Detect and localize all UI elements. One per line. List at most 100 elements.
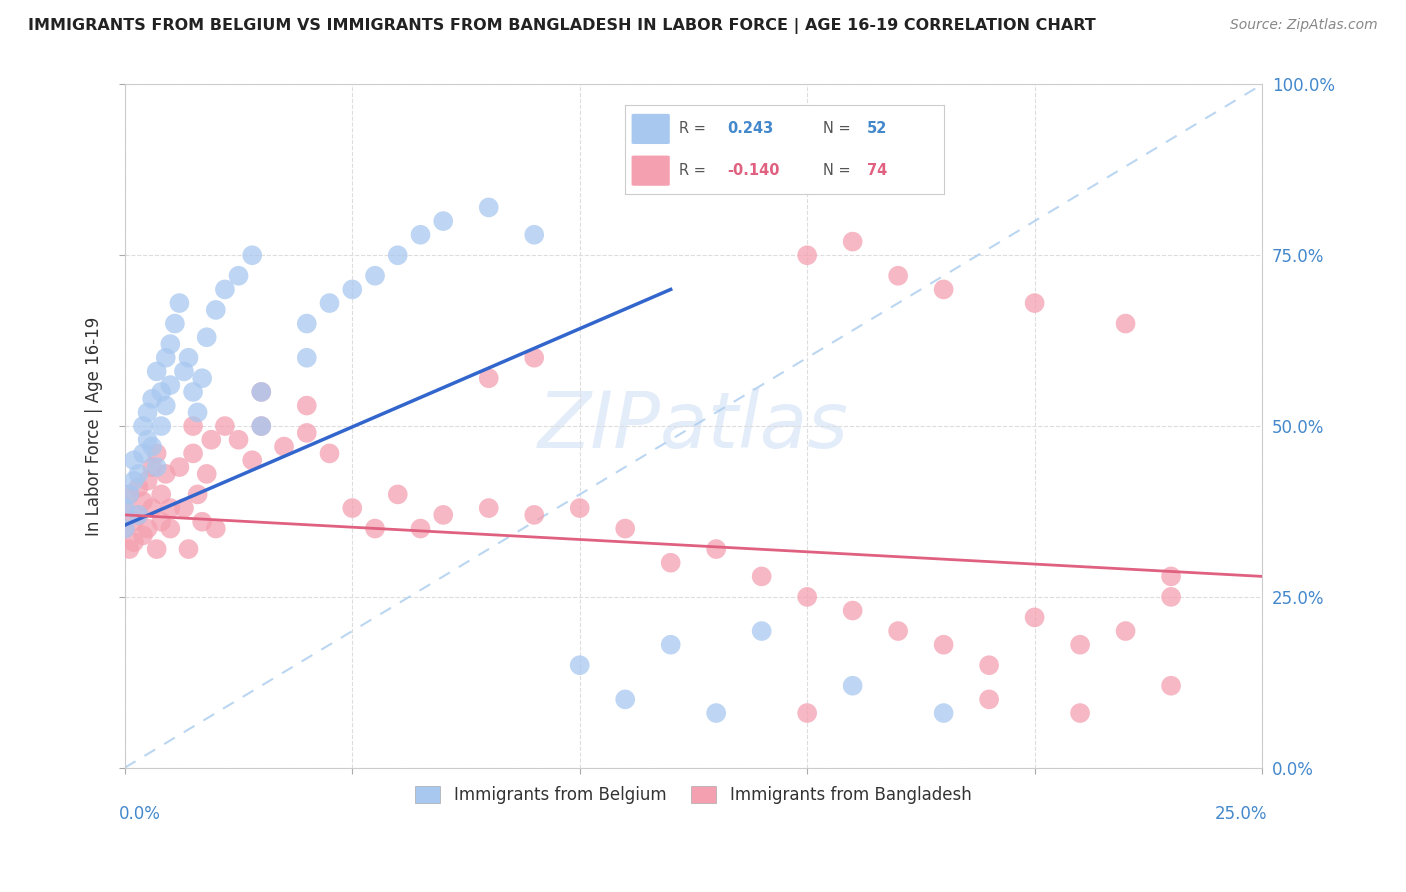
Text: IMMIGRANTS FROM BELGIUM VS IMMIGRANTS FROM BANGLADESH IN LABOR FORCE | AGE 16-19: IMMIGRANTS FROM BELGIUM VS IMMIGRANTS FR… — [28, 18, 1095, 34]
Point — [118, 542, 141, 557]
Point — [887, 624, 910, 638]
Point — [387, 487, 409, 501]
Point — [181, 446, 204, 460]
Point — [704, 542, 727, 557]
Point — [173, 501, 195, 516]
Point — [187, 405, 209, 419]
Point — [118, 487, 141, 501]
Point — [932, 706, 955, 720]
Point — [191, 515, 214, 529]
Point — [181, 384, 204, 399]
Point — [977, 692, 1000, 706]
Point — [118, 487, 141, 501]
Point — [250, 419, 273, 434]
Point — [614, 692, 637, 706]
Point — [295, 317, 318, 331]
Point — [122, 474, 145, 488]
Point — [136, 433, 159, 447]
Point — [1115, 317, 1137, 331]
Point — [1024, 610, 1046, 624]
Point — [228, 268, 250, 283]
Point — [295, 399, 318, 413]
Point — [364, 268, 387, 283]
Text: Source: ZipAtlas.com: Source: ZipAtlas.com — [1230, 18, 1378, 32]
Point — [932, 282, 955, 296]
Point — [704, 706, 727, 720]
Point — [127, 467, 149, 481]
Point — [240, 248, 263, 262]
Point — [127, 481, 149, 495]
Point — [150, 487, 173, 501]
Point — [796, 248, 818, 262]
Point — [177, 351, 200, 365]
Point — [169, 460, 191, 475]
Point — [127, 508, 149, 522]
Point — [273, 440, 295, 454]
Point — [659, 556, 682, 570]
Point — [568, 501, 591, 516]
Point — [841, 679, 863, 693]
Point — [150, 419, 173, 434]
Point — [1069, 638, 1091, 652]
Point — [141, 440, 163, 454]
Point — [132, 528, 155, 542]
Point — [432, 508, 454, 522]
Point — [114, 501, 136, 516]
Point — [250, 419, 273, 434]
Point — [136, 522, 159, 536]
Point — [141, 460, 163, 475]
Point — [432, 214, 454, 228]
Point — [159, 337, 181, 351]
Point — [122, 535, 145, 549]
Point — [132, 446, 155, 460]
Point — [150, 384, 173, 399]
Point — [318, 446, 340, 460]
Point — [478, 371, 501, 385]
Point — [1069, 706, 1091, 720]
Point — [150, 515, 173, 529]
Point — [478, 201, 501, 215]
Point — [1160, 569, 1182, 583]
Point — [200, 433, 222, 447]
Point — [136, 405, 159, 419]
Point — [523, 508, 546, 522]
Point — [159, 501, 181, 516]
Point — [145, 542, 167, 557]
Point — [132, 419, 155, 434]
Y-axis label: In Labor Force | Age 16-19: In Labor Force | Age 16-19 — [86, 317, 103, 536]
Point — [1160, 679, 1182, 693]
Point — [163, 317, 186, 331]
Point — [145, 460, 167, 475]
Point — [195, 330, 218, 344]
Point — [523, 351, 546, 365]
Point — [1115, 624, 1137, 638]
Point — [145, 446, 167, 460]
Point — [191, 371, 214, 385]
Point — [141, 392, 163, 406]
Point — [122, 453, 145, 467]
Point — [240, 453, 263, 467]
Point — [295, 351, 318, 365]
Point — [187, 487, 209, 501]
Point — [114, 501, 136, 516]
Point — [523, 227, 546, 242]
Point — [250, 384, 273, 399]
Point — [364, 522, 387, 536]
Text: 0.0%: 0.0% — [120, 805, 162, 823]
Point — [977, 658, 1000, 673]
Point — [409, 227, 432, 242]
Point — [841, 603, 863, 617]
Point — [342, 282, 364, 296]
Point — [177, 542, 200, 557]
Point — [887, 268, 910, 283]
Point — [204, 522, 226, 536]
Point — [214, 282, 236, 296]
Point — [195, 467, 218, 481]
Point — [155, 467, 177, 481]
Point — [318, 296, 340, 310]
Point — [214, 419, 236, 434]
Point — [127, 508, 149, 522]
Point — [1160, 590, 1182, 604]
Point — [228, 433, 250, 447]
Text: 25.0%: 25.0% — [1215, 805, 1268, 823]
